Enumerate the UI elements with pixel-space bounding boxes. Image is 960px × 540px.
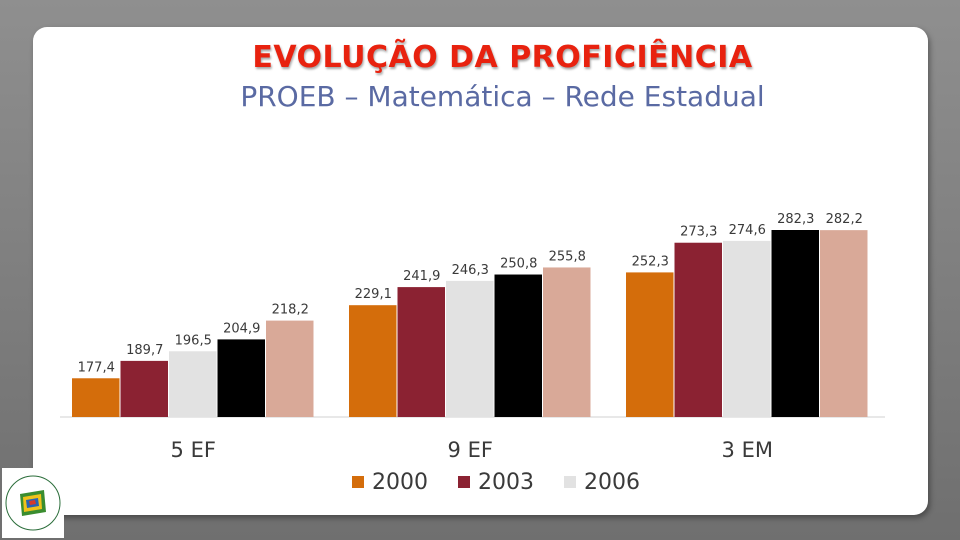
bar-data-label: 229,1 (355, 287, 392, 302)
legend-swatch-2006 (564, 476, 576, 488)
chart-legend: 2000 2003 2006 (352, 468, 640, 496)
chart-title: EVOLUÇÃO DA PROFICIÊNCIA (252, 40, 753, 75)
bar (674, 242, 722, 417)
bar-data-label: 252,3 (632, 254, 669, 269)
bar-data-label: 282,3 (777, 212, 814, 227)
bar (820, 230, 868, 417)
bar-data-label: 218,2 (272, 303, 309, 318)
bar (626, 272, 674, 417)
bar (446, 280, 494, 417)
legend-swatch-2000 (352, 476, 364, 488)
bar (120, 360, 168, 417)
bar (543, 267, 591, 417)
x-tick-label: 3 EM (722, 438, 773, 462)
legend-label-2000: 2000 (372, 469, 428, 495)
bar-data-label: 282,2 (826, 212, 863, 227)
legend-item-2000: 2000 (352, 470, 428, 495)
bar-data-label: 274,6 (729, 223, 766, 238)
bar-data-label: 246,3 (452, 263, 489, 278)
legend-label-2006: 2006 (584, 469, 640, 495)
bar (397, 287, 445, 417)
bar-data-label: 273,3 (680, 225, 717, 240)
chart-subtitle: PROEB – Matemática – Rede Estadual (240, 80, 765, 113)
legend-swatch-2003 (458, 476, 470, 488)
bar (494, 274, 542, 417)
bar (169, 351, 217, 417)
bar (72, 378, 120, 417)
bar-data-label: 250,8 (500, 257, 537, 272)
plano-decenal-logo (2, 468, 64, 538)
bar-data-label: 196,5 (175, 333, 212, 348)
bar-data-label: 177,4 (78, 360, 115, 375)
bar (349, 305, 397, 417)
x-tick-label: 5 EF (171, 438, 216, 462)
bar-data-label: 241,9 (403, 269, 440, 284)
legend-label-2003: 2003 (478, 469, 534, 495)
bar (266, 320, 314, 417)
bar-data-label: 255,8 (549, 249, 586, 264)
legend-item-2003: 2003 (458, 470, 534, 495)
bar (723, 240, 771, 417)
bar (771, 230, 819, 417)
legend-item-2006: 2006 (564, 470, 640, 495)
bar-data-label: 189,7 (126, 343, 163, 358)
bar (217, 339, 265, 417)
bar-data-label: 204,9 (223, 321, 260, 336)
x-tick-label: 9 EF (448, 438, 493, 462)
